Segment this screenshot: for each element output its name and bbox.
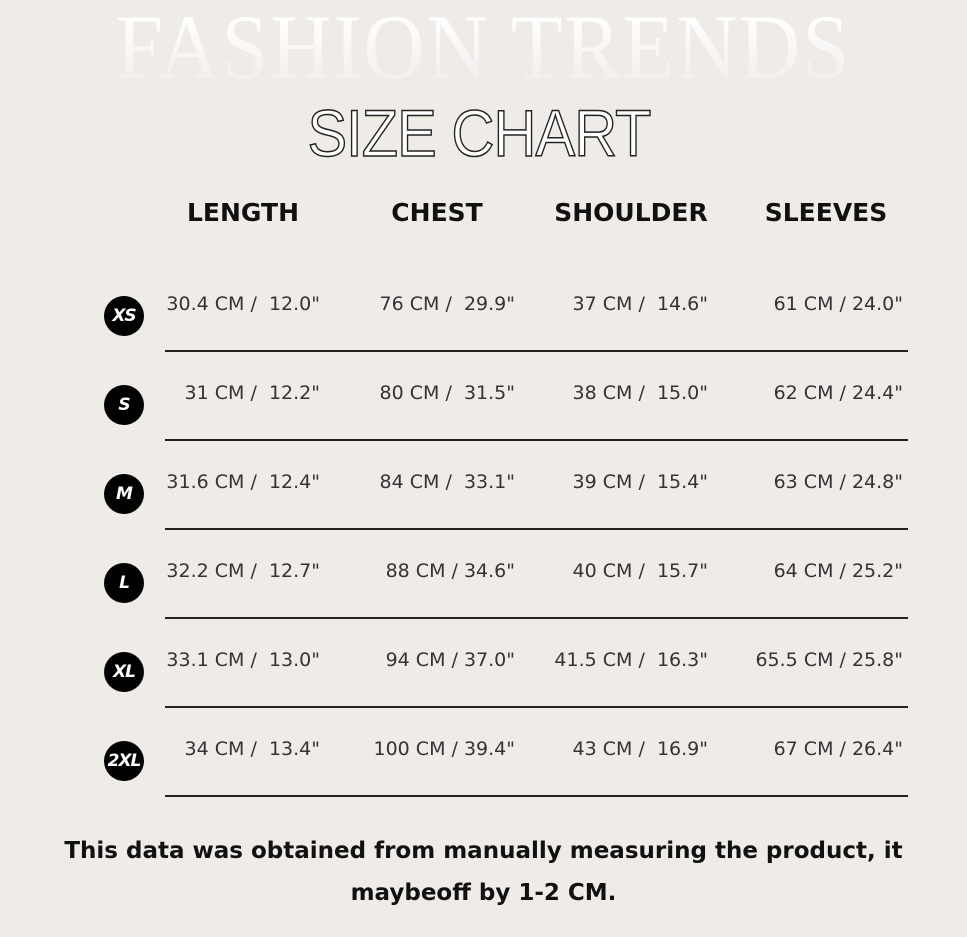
column-header-length: LENGTH [187,198,299,227]
cell-shoulder: 41.5 CM / 16.3" [554,649,708,671]
background-title: FASHION TRENDS [39,0,929,94]
row-divider [165,706,908,708]
column-header-chest: CHEST [391,198,483,227]
cell-length: 31.6 CM / 12.4" [166,471,320,493]
page-title: SIZE CHART [307,96,652,170]
cell-chest: 80 CM / 31.5" [379,382,515,404]
cell-shoulder: 37 CM / 14.6" [572,293,708,315]
row-divider [165,795,908,797]
cell-chest: 94 CM / 37.0" [385,649,515,671]
cell-chest: 84 CM / 33.1" [379,471,515,493]
column-header-sleeves: SLEEVES [764,198,888,227]
row-divider [165,439,908,441]
size-badge-xl: XL [104,652,144,692]
cell-sleeves: 62 CM / 24.4" [773,382,903,404]
cell-shoulder: 43 CM / 16.9" [572,738,708,760]
size-badge-l: L [104,563,144,603]
cell-length: 30.4 CM / 12.0" [166,293,320,315]
row-divider [165,528,908,530]
row-divider [165,350,908,352]
cell-length: 32.2 CM / 12.7" [166,560,320,582]
size-badge-s: S [104,385,144,425]
column-header-shoulder: SHOULDER [554,198,708,227]
cell-sleeves: 64 CM / 25.2" [773,560,903,582]
size-badge-2xl: 2XL [104,741,144,781]
size-badge-m: M [104,474,144,514]
cell-chest: 100 CM / 39.4" [373,738,516,760]
cell-chest: 76 CM / 29.9" [379,293,515,315]
cell-length: 34 CM / 13.4" [184,738,320,760]
cell-sleeves: 63 CM / 24.8" [773,471,903,493]
cell-sleeves: 67 CM / 26.4" [773,738,903,760]
row-divider [165,617,908,619]
cell-sleeves: 61 CM / 24.0" [773,293,903,315]
cell-shoulder: 38 CM / 15.0" [572,382,708,404]
cell-shoulder: 40 CM / 15.7" [572,560,708,582]
cell-chest: 88 CM / 34.6" [385,560,515,582]
disclaimer-note: This data was obtained from manually mea… [64,838,903,906]
cell-length: 33.1 CM / 13.0" [166,649,320,671]
cell-shoulder: 39 CM / 15.4" [572,471,708,493]
cell-length: 31 CM / 12.2" [184,382,320,404]
cell-sleeves: 65.5 CM / 25.8" [755,649,903,671]
size-badge-xs: XS [104,296,144,336]
